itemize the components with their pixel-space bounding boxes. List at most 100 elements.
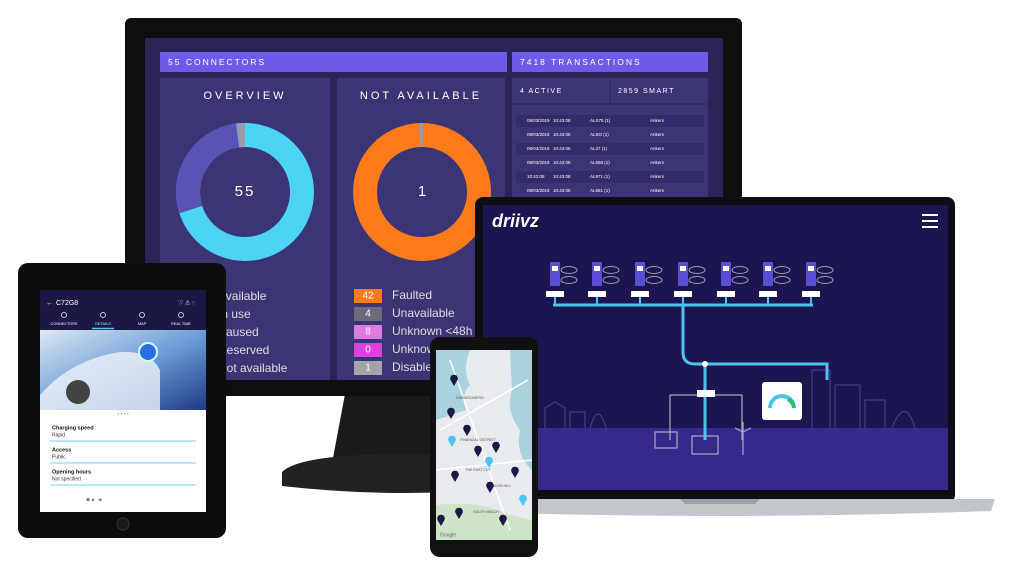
donut-segment — [353, 122, 491, 261]
map-pin[interactable] — [485, 456, 493, 468]
gauge — [786, 397, 796, 409]
tablet-topbar — [40, 290, 206, 330]
map-pin[interactable] — [447, 407, 455, 419]
charger — [763, 262, 773, 286]
map-pin[interactable] — [519, 494, 527, 506]
meter — [697, 390, 715, 397]
map-pin[interactable] — [492, 441, 500, 453]
shape — [435, 459, 533, 471]
legend-count: 8 — [365, 327, 371, 338]
table-cell: ALS75 (1) — [590, 118, 611, 123]
legend-count: 4 — [365, 309, 371, 320]
table-row-bg — [516, 143, 704, 155]
shape — [439, 379, 529, 431]
table-cell: 10:43:08 — [553, 160, 571, 165]
map-pin[interactable] — [437, 514, 445, 526]
table-cell: 10:43:08 — [553, 174, 571, 179]
tab-label: MAP — [138, 322, 147, 326]
car-icon — [773, 266, 791, 274]
legend-swatch — [354, 343, 382, 357]
map-pin[interactable] — [499, 514, 507, 526]
tab-icon — [139, 312, 145, 318]
table-cell: AL961 (1) — [590, 188, 610, 193]
table-cell: Ankers — [650, 146, 665, 151]
station-title: C72G8 — [56, 300, 78, 307]
donut-total: 55 — [235, 183, 256, 200]
car-icon — [688, 276, 706, 284]
charger-screen — [680, 266, 686, 271]
charger-screen — [808, 266, 814, 271]
legend-label: Unavailable — [392, 306, 455, 320]
charger — [721, 262, 731, 286]
smart-count: 2859 SMART — [618, 88, 675, 95]
logo: driivz — [492, 211, 539, 231]
ground-band — [483, 428, 948, 490]
car-icon — [773, 276, 791, 284]
map-pin[interactable] — [486, 481, 494, 493]
table-cell: AL968 (1) — [590, 160, 610, 165]
car-icon — [560, 276, 578, 284]
car-icon — [560, 266, 578, 274]
charger — [806, 262, 816, 286]
connectors-header: 55 CONNECTORS — [168, 57, 266, 67]
charger-tag — [588, 291, 606, 297]
map-pin[interactable] — [450, 374, 458, 386]
table-cell: 10:43:08 — [553, 188, 571, 193]
map-pin[interactable] — [474, 445, 482, 457]
table-cell: Ankers — [650, 132, 665, 137]
table-cell: Ankers — [650, 118, 665, 123]
map-overlay: EMBARCADERO FINANCIAL DISTRICT THE EAST CU… — [437, 374, 527, 538]
charger-tag — [546, 291, 564, 297]
charger-tag — [674, 291, 692, 297]
map-label: FINANCIAL DISTRICT — [460, 438, 496, 442]
legend-label: Disabled — [392, 360, 439, 374]
chargers — [546, 262, 834, 305]
map-water — [509, 350, 532, 470]
charger-tag — [759, 291, 777, 297]
car-wheel — [66, 380, 90, 404]
tab-icon — [100, 312, 106, 318]
charger-tag — [717, 291, 735, 297]
skyline — [544, 369, 916, 429]
charger-tag — [802, 291, 820, 297]
map-pin[interactable] — [448, 435, 456, 447]
legend-swatch — [354, 307, 382, 321]
nav-buttons[interactable]: ■ ● ◄ — [86, 498, 103, 504]
car-icon — [731, 266, 749, 274]
map-pin[interactable] — [451, 470, 459, 482]
toolbar-icons[interactable]: ♡ ⚠ ◌ — [178, 300, 196, 307]
table-cell: 10:43:08 — [527, 174, 545, 179]
charge-plug — [138, 342, 158, 362]
map-pin[interactable] — [463, 424, 471, 436]
charger — [635, 262, 645, 286]
donut-total: 1 — [418, 183, 426, 200]
table-cell: 09/03/2019 — [527, 188, 550, 193]
legend-swatch — [354, 325, 382, 339]
shape — [734, 422, 752, 455]
table-cell: Ankers — [650, 174, 665, 179]
panel-title: OVERVIEW — [203, 90, 286, 102]
header-bar — [160, 52, 507, 72]
table-row-bg — [516, 171, 704, 183]
map-pin[interactable] — [511, 466, 519, 478]
tablet-content: CONNECTORS DETAILS MAP REAL TIME Charging sp… — [50, 312, 196, 486]
junction — [702, 361, 708, 367]
monitor-content: Available In use Paused Reserved Not availab… — [218, 115, 704, 375]
table-cell: 09/03/2019 — [527, 132, 550, 137]
menu-icon[interactable] — [922, 214, 938, 228]
legend-swatch — [354, 361, 382, 375]
laptop-base — [445, 499, 995, 516]
tab-label: REAL TIME — [171, 322, 191, 326]
phone: EMBARCADERO FINANCIAL DISTRICT THE EAST CU… — [430, 337, 538, 557]
detail-value: Not specified — [52, 476, 81, 482]
map-pin[interactable] — [455, 507, 463, 519]
carousel-dots: • • • • — [117, 411, 128, 417]
charger — [592, 262, 602, 286]
shape — [654, 431, 678, 449]
detail-label: Opening hours — [52, 469, 91, 475]
laptop: driivz — [445, 197, 995, 516]
detail-value: Public — [52, 454, 66, 460]
shape — [691, 435, 719, 455]
back-arrow[interactable]: ← — [46, 300, 53, 307]
map-label: EMBARCADERO — [456, 396, 484, 400]
